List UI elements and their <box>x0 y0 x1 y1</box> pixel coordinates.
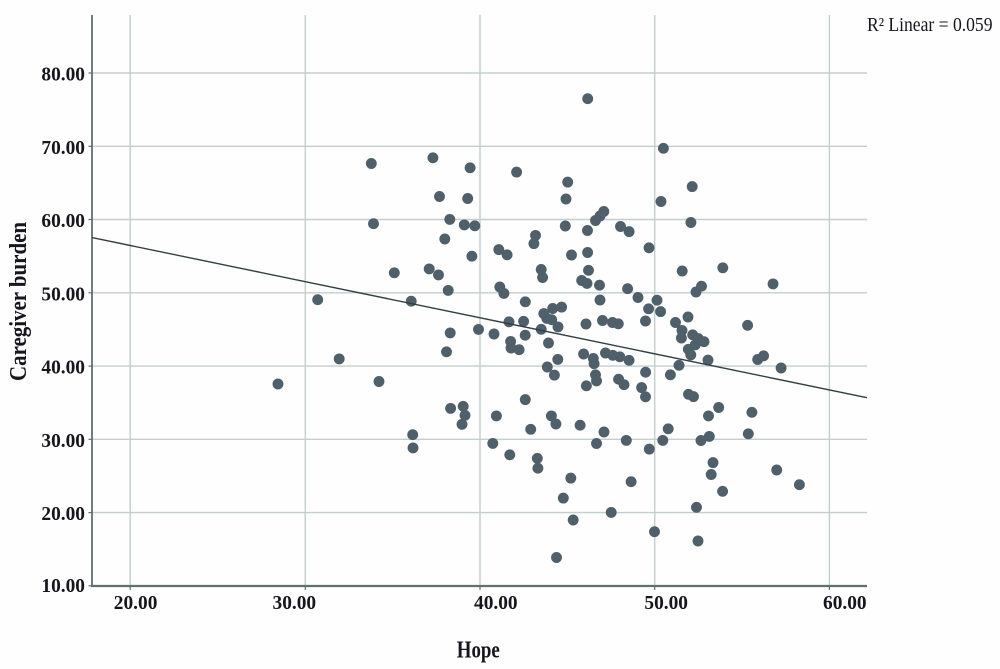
svg-text:Caregiver burden: Caregiver burden <box>6 222 32 381</box>
svg-text:30.00: 30.00 <box>273 592 317 614</box>
svg-text:80.00: 80.00 <box>41 64 85 86</box>
svg-text:50.00: 50.00 <box>41 283 85 305</box>
svg-text:10.00: 10.00 <box>41 575 85 597</box>
svg-text:50.00: 50.00 <box>644 592 688 614</box>
svg-text:40.00: 40.00 <box>474 592 518 614</box>
svg-text:70.00: 70.00 <box>41 137 85 159</box>
svg-text:60.00: 60.00 <box>823 592 867 614</box>
svg-text:Hope: Hope <box>457 637 500 663</box>
svg-text:R² Linear = 0.059: R² Linear = 0.059 <box>867 14 993 36</box>
svg-text:20.00: 20.00 <box>114 592 158 614</box>
svg-text:40.00: 40.00 <box>41 357 85 379</box>
svg-text:30.00: 30.00 <box>41 430 85 452</box>
svg-text:20.00: 20.00 <box>41 503 85 525</box>
svg-text:60.00: 60.00 <box>41 210 85 232</box>
